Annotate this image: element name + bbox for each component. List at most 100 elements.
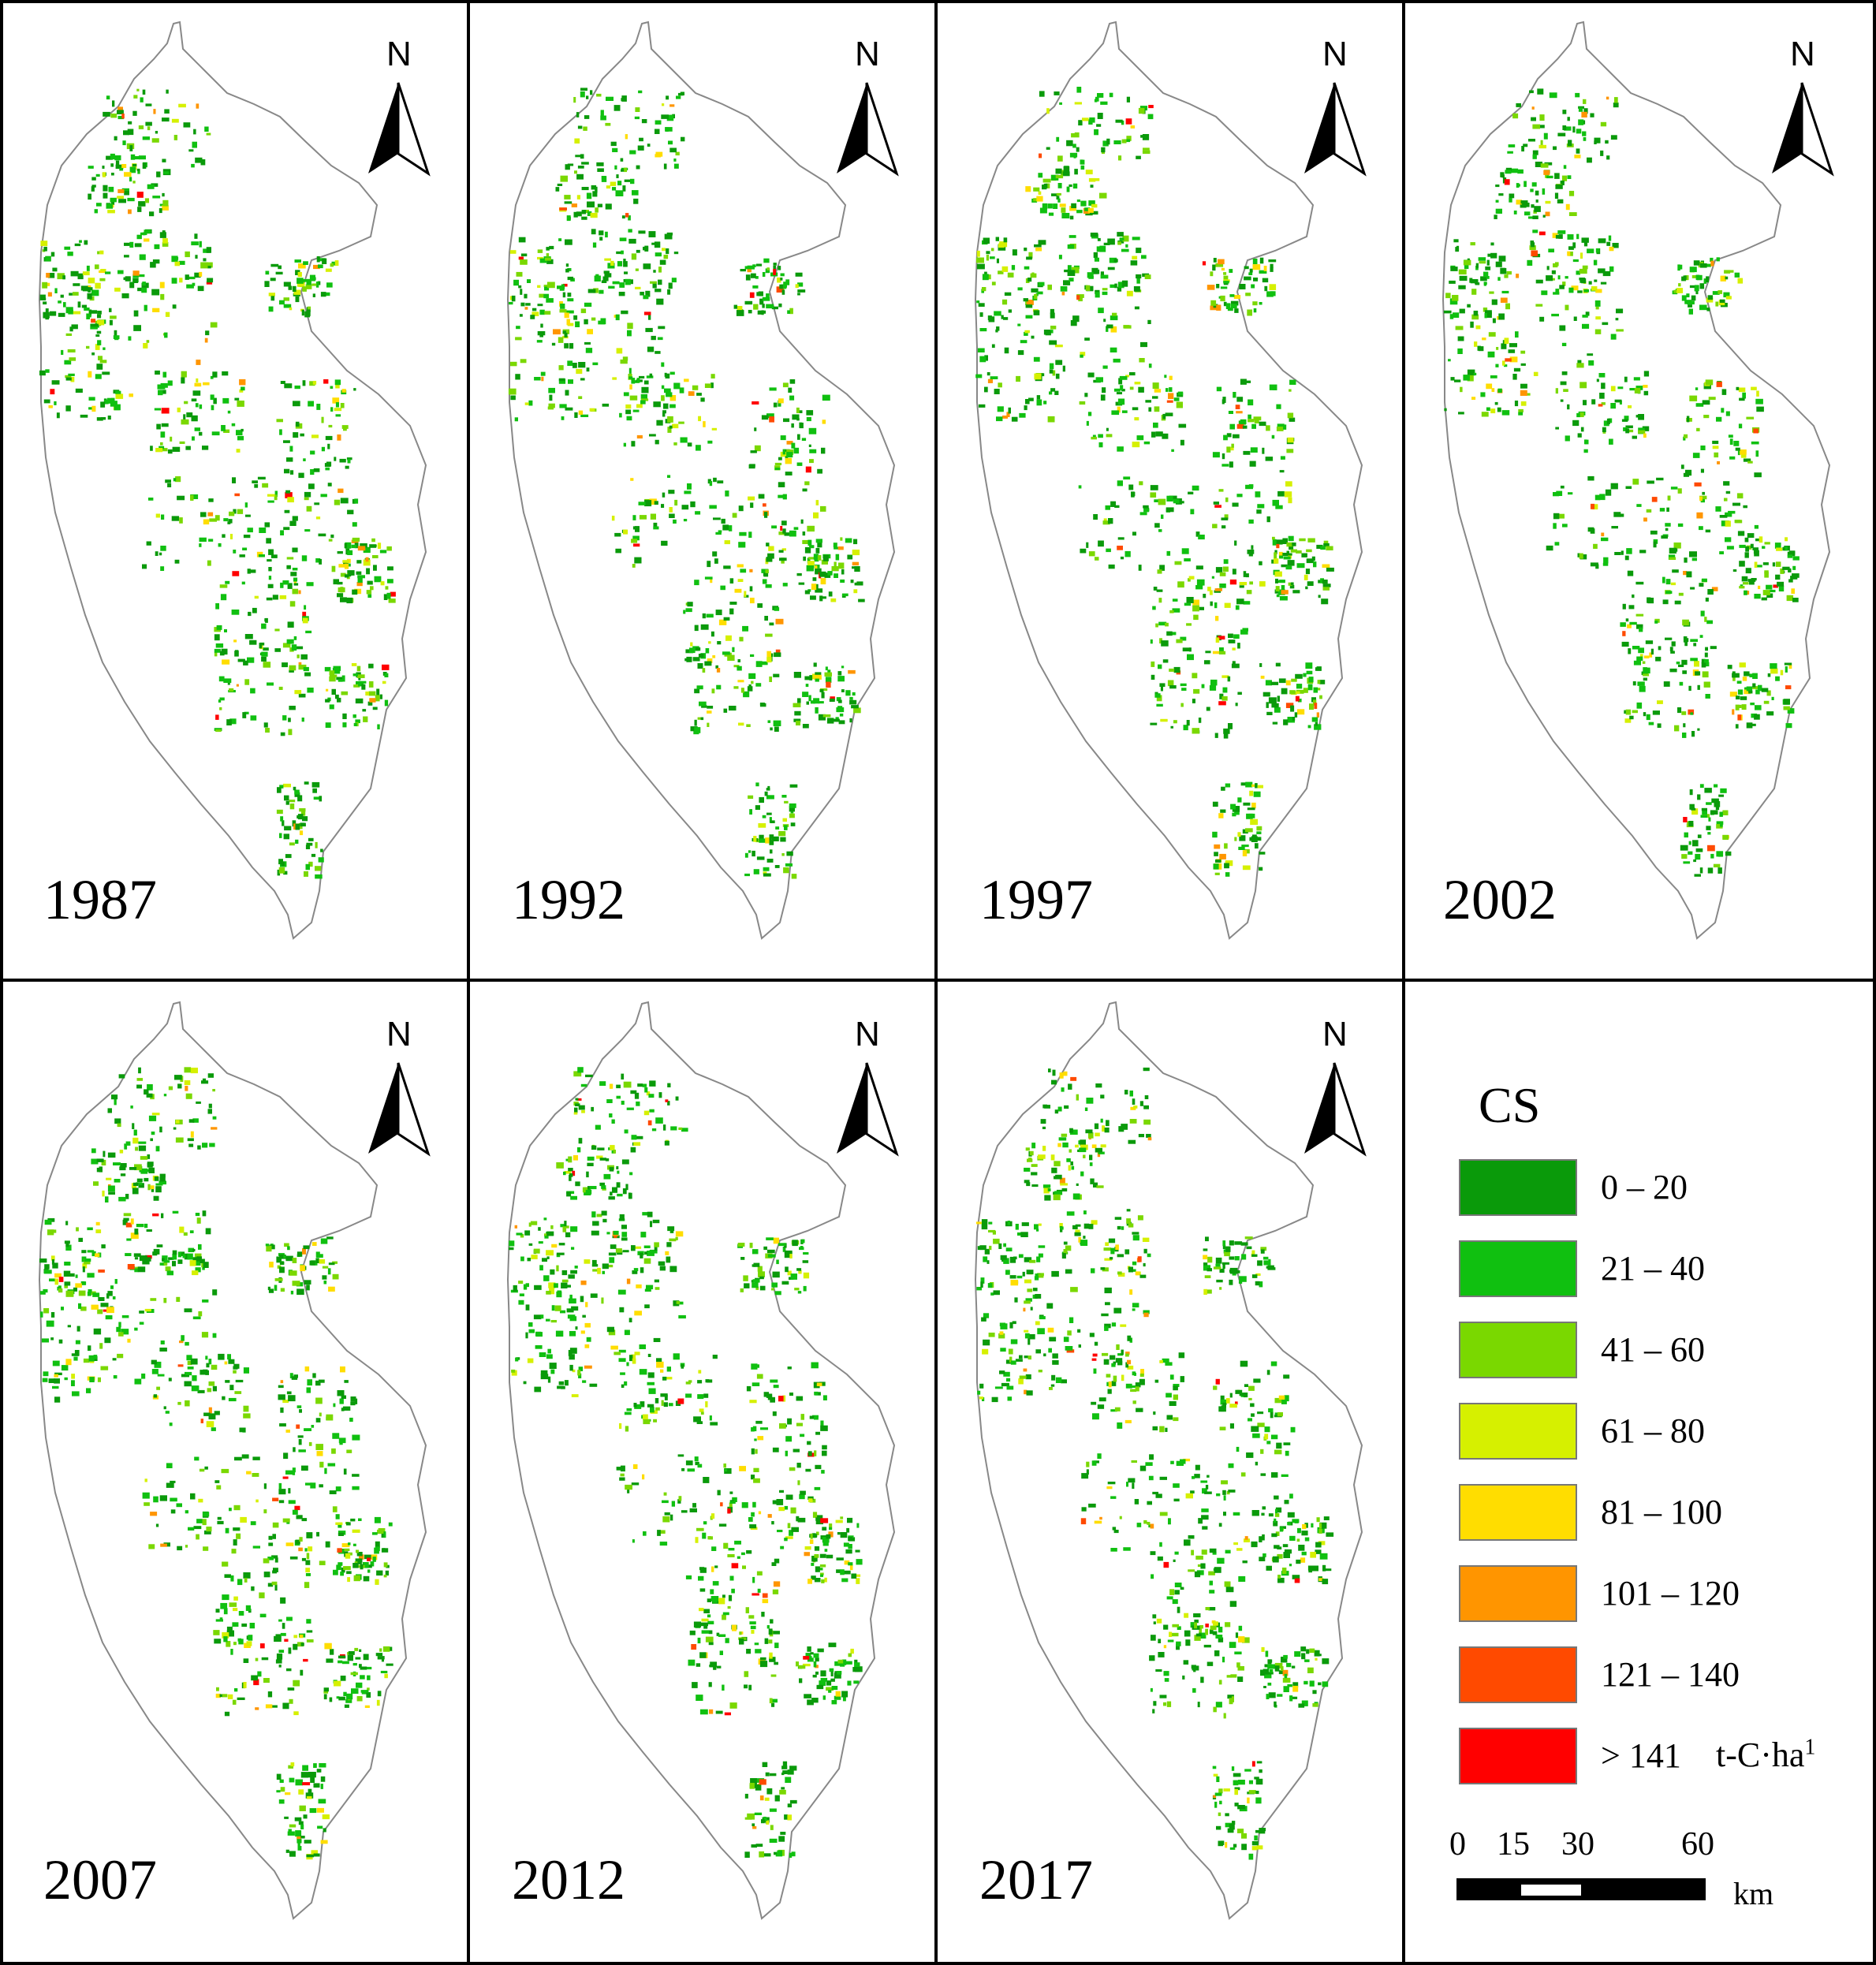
patch-class-2 [160, 442, 163, 446]
patch-class-2 [181, 419, 189, 425]
patch-class-2 [234, 1391, 242, 1394]
patch-class-0 [1244, 266, 1249, 270]
patch-class-2 [271, 1581, 278, 1586]
patch-class-0 [1557, 132, 1566, 136]
patch-class-0 [320, 292, 326, 297]
patch-class-0 [1689, 804, 1695, 810]
patch-class-0 [264, 522, 270, 528]
patch-class-1 [52, 1385, 59, 1389]
patch-class-2 [185, 1545, 188, 1548]
patch-class-0 [1243, 380, 1251, 383]
patch-class-3 [297, 282, 305, 287]
patch-class-3 [574, 138, 580, 144]
patch-class-2 [1016, 375, 1020, 382]
patch-class-0 [39, 1258, 47, 1263]
patch-class-1 [636, 378, 640, 383]
patch-class-0 [772, 1500, 779, 1505]
patch-class-0 [1277, 490, 1285, 497]
patch-class-0 [1516, 103, 1521, 107]
patch-class-0 [574, 1107, 578, 1113]
patch-class-0 [663, 1402, 668, 1408]
patch-class-0 [567, 1285, 571, 1288]
patch-class-1 [1486, 407, 1490, 411]
patch-class-0 [852, 566, 855, 569]
patch-class-2 [655, 1407, 660, 1411]
patch-class-0 [163, 1406, 166, 1410]
patch-class-0 [1498, 255, 1506, 262]
patch-class-0 [1287, 560, 1295, 566]
patch-class-0 [680, 91, 684, 95]
patch-class-0 [1458, 285, 1466, 289]
patch-class-1 [118, 1196, 126, 1202]
patch-class-1 [785, 863, 793, 867]
patch-class-0 [1647, 480, 1654, 484]
patch-class-4 [233, 639, 237, 643]
patch-class-1 [1483, 271, 1489, 278]
patch-class-0 [669, 1229, 674, 1233]
patch-class-7 [780, 526, 783, 531]
patch-class-0 [228, 1359, 235, 1364]
patch-class-4 [572, 1155, 578, 1161]
patch-class-2 [991, 282, 996, 285]
patch-class-1 [683, 610, 686, 614]
patch-class-1 [356, 680, 360, 684]
patch-class-0 [1695, 671, 1701, 676]
patch-class-0 [338, 1655, 346, 1659]
patch-class-1 [1637, 681, 1645, 686]
patch-class-2 [1289, 389, 1292, 392]
patch-class-0 [337, 1390, 345, 1396]
patch-class-0 [752, 1264, 756, 1267]
patch-class-2 [1047, 416, 1055, 423]
patch-class-0 [597, 203, 602, 207]
patch-class-0 [558, 1243, 565, 1246]
patch-class-0 [569, 1364, 573, 1371]
patch-class-0 [162, 1258, 165, 1261]
patch-class-1 [118, 1322, 121, 1328]
patch-class-2 [353, 684, 360, 688]
patch-class-1 [729, 525, 733, 531]
patch-class-1 [1541, 290, 1548, 296]
patch-class-2 [1551, 278, 1555, 281]
patch-class-2 [820, 688, 828, 692]
patch-class-1 [566, 215, 571, 222]
patch-class-0 [62, 275, 65, 280]
patch-class-0 [74, 243, 81, 247]
patch-class-1 [148, 498, 154, 501]
patch-class-0 [1629, 715, 1634, 720]
patch-class-0 [102, 166, 105, 169]
patch-class-0 [280, 1408, 284, 1413]
patch-class-0 [533, 1314, 542, 1320]
patch-class-1 [1110, 347, 1117, 352]
patch-class-1 [1313, 687, 1318, 693]
patch-class-1 [68, 309, 73, 315]
patch-class-1 [338, 1562, 343, 1566]
patch-class-1 [1567, 234, 1574, 240]
patch-class-2 [1322, 587, 1330, 591]
patch-class-0 [1766, 711, 1774, 716]
patch-class-0 [690, 501, 696, 508]
patch-class-1 [374, 1516, 381, 1523]
patch-class-3 [748, 496, 755, 501]
patch-class-0 [1243, 450, 1251, 455]
patch-class-7 [303, 1658, 308, 1662]
patch-class-0 [696, 393, 702, 396]
patch-class-0 [386, 1663, 393, 1666]
patch-class-1 [1248, 519, 1254, 524]
patch-class-0 [165, 479, 171, 483]
patch-class-7 [805, 466, 811, 473]
patch-class-0 [242, 712, 247, 718]
patch-class-4 [636, 1284, 642, 1288]
patch-class-0 [1558, 234, 1563, 239]
patch-class-1 [570, 1226, 578, 1232]
patch-class-2 [1220, 295, 1225, 302]
patch-class-0 [599, 237, 603, 241]
patch-class-1 [91, 1158, 99, 1165]
patch-class-1 [1775, 676, 1780, 681]
patch-class-1 [1222, 687, 1228, 693]
patch-class-0 [282, 820, 285, 826]
patch-class-2 [796, 721, 800, 725]
patch-class-4 [316, 1451, 323, 1456]
patch-class-1 [1212, 831, 1218, 838]
patch-class-1 [780, 273, 785, 277]
patch-class-2 [661, 1400, 664, 1406]
